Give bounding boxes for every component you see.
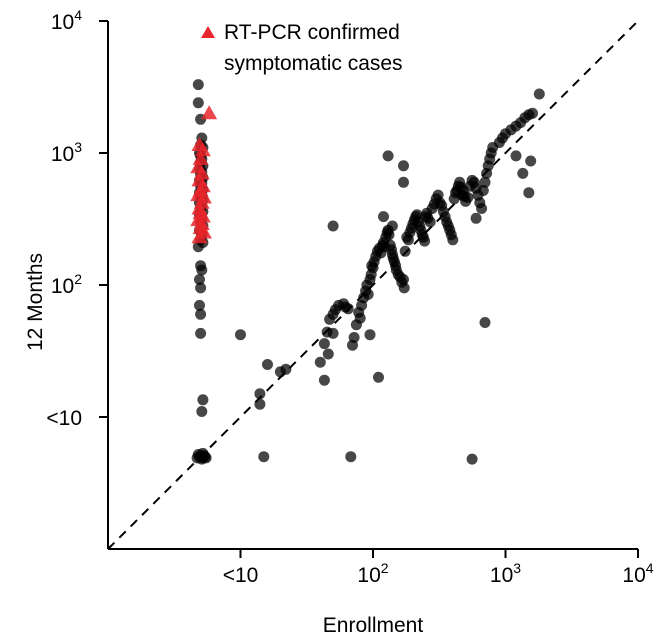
data-point — [195, 308, 207, 320]
identity-reference-line — [107, 20, 639, 550]
data-point — [258, 451, 270, 463]
data-point — [378, 211, 389, 223]
y-tick-label: <10 — [46, 407, 82, 430]
data-point — [399, 245, 411, 257]
data-point — [280, 363, 292, 375]
data-point — [254, 388, 266, 400]
data-point — [235, 329, 246, 341]
data-point — [510, 150, 522, 162]
data-point — [192, 241, 204, 253]
y-tick-label: 102 — [51, 271, 82, 298]
data-point — [527, 107, 538, 119]
data-point — [195, 327, 207, 339]
data-point — [525, 155, 537, 167]
data-point — [194, 299, 205, 311]
data-point — [322, 348, 334, 360]
data-point — [194, 274, 205, 285]
data-point — [314, 356, 326, 368]
data-point — [523, 187, 535, 199]
data-point — [477, 185, 489, 196]
data-point — [327, 220, 339, 232]
y-axis-ticks: <10 102 103 104 — [46, 7, 108, 430]
data-point — [197, 394, 209, 406]
data-point — [195, 282, 207, 294]
data-point-rtpcr — [191, 229, 208, 244]
data-point — [386, 220, 398, 232]
data-point — [470, 212, 482, 224]
data-point — [383, 229, 395, 241]
data-point — [362, 288, 374, 300]
data-point — [262, 359, 273, 370]
data-point — [479, 176, 491, 188]
data-point — [382, 150, 394, 162]
data-point — [462, 192, 474, 203]
data-point — [196, 264, 208, 276]
data-point-rtpcr — [194, 142, 211, 157]
data-point — [476, 203, 488, 214]
x-tick-label: 104 — [622, 560, 653, 587]
data-point — [398, 282, 410, 294]
plot-area — [107, 20, 639, 550]
data-point-rtpcr — [192, 151, 209, 166]
y-tick-label: 104 — [51, 7, 82, 34]
y-axis-title: 12 Months — [24, 253, 47, 351]
data-point — [364, 329, 376, 341]
data-point — [466, 453, 478, 465]
x-axis-title: Enrollment — [323, 614, 424, 636]
legend: RT-PCR confirmed symptomatic cases — [201, 21, 403, 75]
legend-triangle-icon — [201, 26, 215, 38]
data-point — [197, 447, 209, 459]
x-tick-label: 103 — [490, 560, 521, 587]
data-point — [327, 327, 339, 339]
data-point — [192, 79, 204, 91]
data-point — [354, 312, 366, 324]
data-point — [342, 303, 354, 315]
data-point — [196, 406, 208, 417]
data-point — [533, 88, 545, 100]
data-point — [192, 97, 204, 109]
data-points-rtpcr — [190, 105, 218, 244]
data-point — [318, 374, 330, 386]
x-tick-label: 102 — [357, 560, 388, 587]
data-point — [254, 398, 266, 410]
y-tick-label: 103 — [51, 139, 82, 166]
data-point — [419, 235, 431, 247]
data-point — [373, 371, 384, 383]
data-point — [345, 451, 357, 463]
data-points-all — [191, 79, 545, 465]
x-axis-ticks: <10 102 103 104 — [223, 549, 654, 587]
x-tick-label: <10 — [223, 564, 259, 587]
data-point — [517, 167, 529, 179]
data-point — [424, 216, 436, 228]
data-point-rtpcr — [201, 105, 218, 120]
data-point — [318, 338, 330, 350]
data-point — [398, 274, 409, 285]
data-point — [447, 234, 459, 246]
data-point — [398, 160, 409, 172]
data-point — [348, 332, 360, 343]
data-point — [398, 176, 409, 188]
data-point — [479, 317, 491, 328]
legend-label-line2: symptomatic cases — [224, 52, 403, 75]
legend-label-line1: RT-PCR confirmed — [224, 21, 400, 44]
